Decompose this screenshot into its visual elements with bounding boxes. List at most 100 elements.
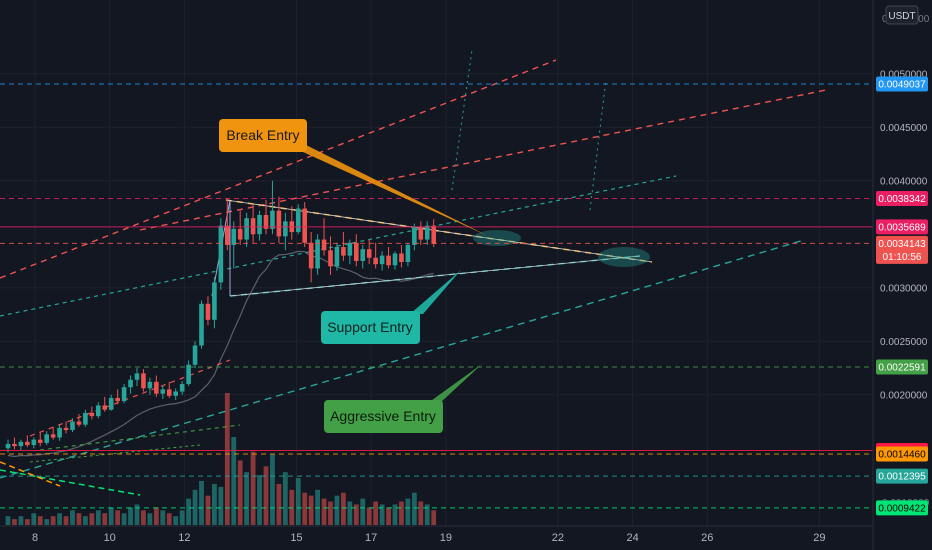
candle-body bbox=[25, 441, 30, 446]
volume-bar bbox=[89, 513, 95, 525]
volume-bars bbox=[5, 393, 437, 525]
candle-body bbox=[192, 345, 198, 365]
volume-bar bbox=[70, 510, 75, 525]
volume-bar bbox=[289, 489, 295, 525]
volume-trend-line bbox=[0, 461, 61, 487]
price-badge bbox=[876, 190, 928, 206]
candle-body bbox=[89, 412, 95, 417]
volume-bar bbox=[147, 513, 153, 525]
candle-body bbox=[37, 439, 43, 443]
volume-bar bbox=[328, 501, 333, 525]
resistance-channel-line bbox=[0, 59, 557, 279]
break-entry-label: Break Entry bbox=[226, 127, 299, 143]
candle-body bbox=[412, 226, 417, 245]
volume-bar bbox=[12, 519, 17, 525]
volume-bar bbox=[37, 516, 43, 525]
candle-body bbox=[76, 421, 82, 425]
price-tick-label: 0.0025000 bbox=[880, 337, 928, 348]
volume-bar bbox=[341, 492, 346, 525]
price-badge-label: 0.0014460 bbox=[878, 450, 926, 461]
volume-bar bbox=[334, 495, 340, 525]
volume-bar bbox=[405, 498, 411, 525]
candle-body bbox=[276, 210, 282, 237]
volume-bar bbox=[431, 510, 437, 525]
candle-body bbox=[44, 434, 49, 443]
time-tick-label: 29 bbox=[813, 532, 825, 544]
time-tick-label: 15 bbox=[290, 532, 302, 544]
price-badge-label: 0.0049037 bbox=[878, 80, 926, 91]
resistance-channel-line bbox=[139, 89, 827, 231]
price-badge bbox=[876, 359, 928, 375]
candle-body bbox=[270, 210, 275, 229]
countdown-label: 01:10:56 bbox=[883, 252, 922, 263]
candle-body bbox=[5, 443, 11, 449]
volume-bar bbox=[95, 510, 101, 525]
candle-body bbox=[18, 441, 24, 447]
candle-body bbox=[405, 244, 411, 263]
support-entry-box bbox=[321, 311, 420, 344]
aggressive-entry-callout[interactable]: Aggressive Entry bbox=[324, 364, 482, 433]
support-entry-callout[interactable]: Support Entry bbox=[321, 270, 461, 344]
candle-body bbox=[283, 221, 288, 237]
currency-button-label: USDT bbox=[888, 11, 915, 22]
candle-body bbox=[50, 434, 56, 438]
candle-body bbox=[102, 405, 108, 410]
candle-body bbox=[57, 427, 62, 438]
candle-body bbox=[373, 257, 378, 265]
volume-bar bbox=[308, 495, 314, 525]
candle-body bbox=[341, 247, 346, 256]
price-badge-label: 0.0035689 bbox=[878, 222, 926, 233]
candle-body bbox=[418, 226, 424, 240]
price-axis[interactable]: 0.0055000 0.00500000.00450000.00400000.0… bbox=[872, 0, 932, 550]
candle-body bbox=[154, 381, 159, 394]
price-badge-label: 0.0038342 bbox=[878, 194, 926, 205]
volume-bar bbox=[379, 504, 385, 525]
candle-body bbox=[295, 208, 301, 233]
price-badge-label: 0.0012395 bbox=[878, 472, 926, 483]
candle-body bbox=[225, 225, 230, 245]
candle-body bbox=[386, 255, 391, 266]
aggressive-entry-label: Aggressive Entry bbox=[330, 408, 436, 424]
price-tick-label: 0.0040000 bbox=[880, 177, 928, 188]
volume-bar bbox=[205, 495, 211, 525]
volume-bar bbox=[282, 472, 288, 525]
volume-bar bbox=[302, 492, 308, 525]
volume-bar bbox=[31, 513, 37, 525]
price-badge bbox=[876, 500, 928, 516]
volume-bar bbox=[257, 475, 262, 525]
volume-bar bbox=[360, 498, 366, 525]
break-entry-pointer bbox=[300, 142, 488, 236]
candle-body bbox=[354, 242, 359, 261]
candle-body bbox=[83, 412, 88, 425]
price-badge bbox=[876, 76, 928, 92]
candle-body bbox=[96, 405, 101, 417]
currency-button[interactable] bbox=[885, 5, 919, 25]
price-tick-label: 0.0020000 bbox=[880, 391, 928, 402]
projection-line bbox=[589, 79, 607, 211]
break-entry-callout[interactable]: Break Entry bbox=[219, 119, 488, 236]
candlesticks bbox=[5, 180, 436, 453]
price-tick-label: 0.0045000 bbox=[880, 123, 928, 134]
candle-body bbox=[424, 225, 430, 240]
candle-body bbox=[128, 379, 133, 388]
volume-bar bbox=[134, 504, 140, 525]
volume-bar bbox=[347, 501, 353, 525]
candle-body bbox=[115, 397, 120, 402]
candle-body bbox=[399, 253, 404, 263]
time-tick-label: 12 bbox=[178, 532, 190, 544]
price-badge-label: 0.0034143 bbox=[878, 239, 926, 250]
price-badge-label: 0.0009422 bbox=[878, 503, 926, 514]
time-axis[interactable]: 8 10 12 15 17 19 22 24 26 29 bbox=[0, 525, 873, 544]
candle-body bbox=[63, 427, 69, 431]
candle-body bbox=[160, 389, 166, 394]
volume-bar bbox=[24, 519, 30, 525]
candle-body bbox=[205, 303, 211, 320]
aggressive-entry-pointer bbox=[428, 364, 482, 403]
break-entry-box bbox=[219, 119, 307, 152]
volume-bar bbox=[218, 486, 224, 525]
sma-line bbox=[7, 250, 434, 458]
volume-bar bbox=[50, 516, 56, 525]
volume-bar bbox=[424, 504, 430, 525]
candle-body bbox=[392, 253, 398, 266]
